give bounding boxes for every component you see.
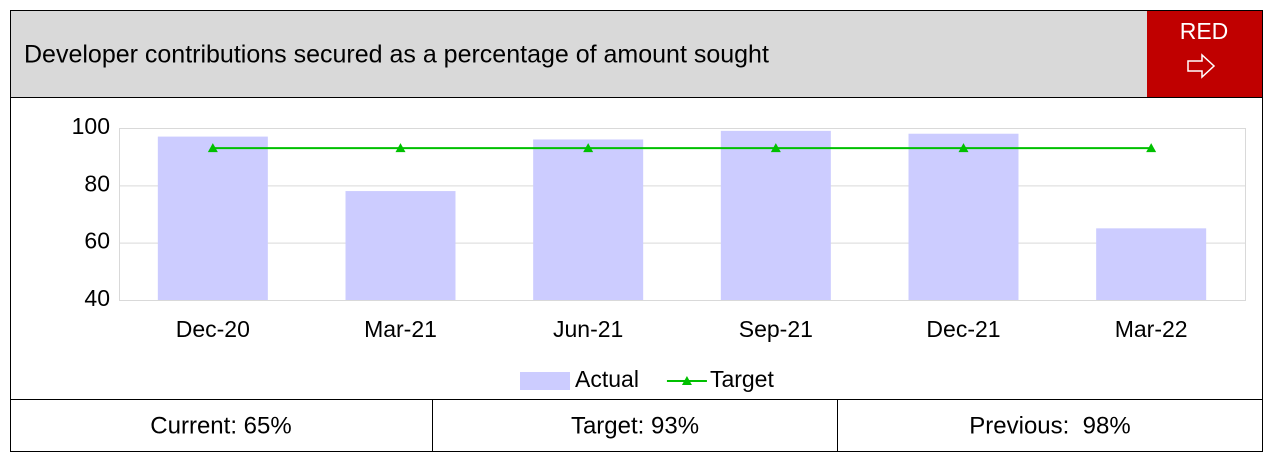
- bar: [533, 139, 644, 300]
- y-tick-label: 60: [84, 228, 110, 254]
- legend-swatch: [520, 372, 570, 390]
- x-tick-label: Mar-21: [364, 316, 437, 342]
- bar: [908, 133, 1019, 300]
- summary-current: Current: 65%: [150, 412, 291, 439]
- marker: [1146, 143, 1157, 153]
- header-bg: [11, 11, 1147, 97]
- marker: [770, 143, 781, 153]
- x-tick-label: Mar-22: [1115, 316, 1188, 342]
- y-tick-label: 40: [84, 285, 110, 311]
- plot: 40 60 80 100 Dec-20 Mar-21 Jun-21 Sep-21 Dec-21 M…: [72, 113, 1245, 392]
- legend-label: Target: [710, 366, 775, 392]
- x-tick-label: Sep-21: [739, 316, 813, 342]
- x-tick-label: Dec-20: [176, 316, 250, 342]
- summary-target: Target: 93%: [571, 412, 699, 439]
- bar: [1096, 228, 1207, 300]
- legend-marker: [681, 376, 692, 385]
- summary-previous: Previous: 98%: [969, 412, 1130, 439]
- x-tick-label: Jun-21: [553, 316, 623, 342]
- status-arrow: [1187, 53, 1216, 79]
- bar: [720, 130, 831, 300]
- marker: [958, 143, 969, 153]
- status-box: [1147, 11, 1262, 97]
- header-title: Developer contributions secured as a per…: [24, 41, 769, 69]
- marker: [395, 143, 406, 153]
- bar: [345, 191, 456, 300]
- y-tick-label: 80: [84, 170, 110, 196]
- marker: [583, 143, 594, 153]
- legend-label: Actual: [575, 366, 639, 392]
- marker: [207, 143, 218, 153]
- y-tick-label: 100: [72, 113, 110, 139]
- x-tick-label: Dec-21: [926, 316, 1000, 342]
- status-label: RED: [1180, 18, 1229, 44]
- bar: [157, 136, 268, 300]
